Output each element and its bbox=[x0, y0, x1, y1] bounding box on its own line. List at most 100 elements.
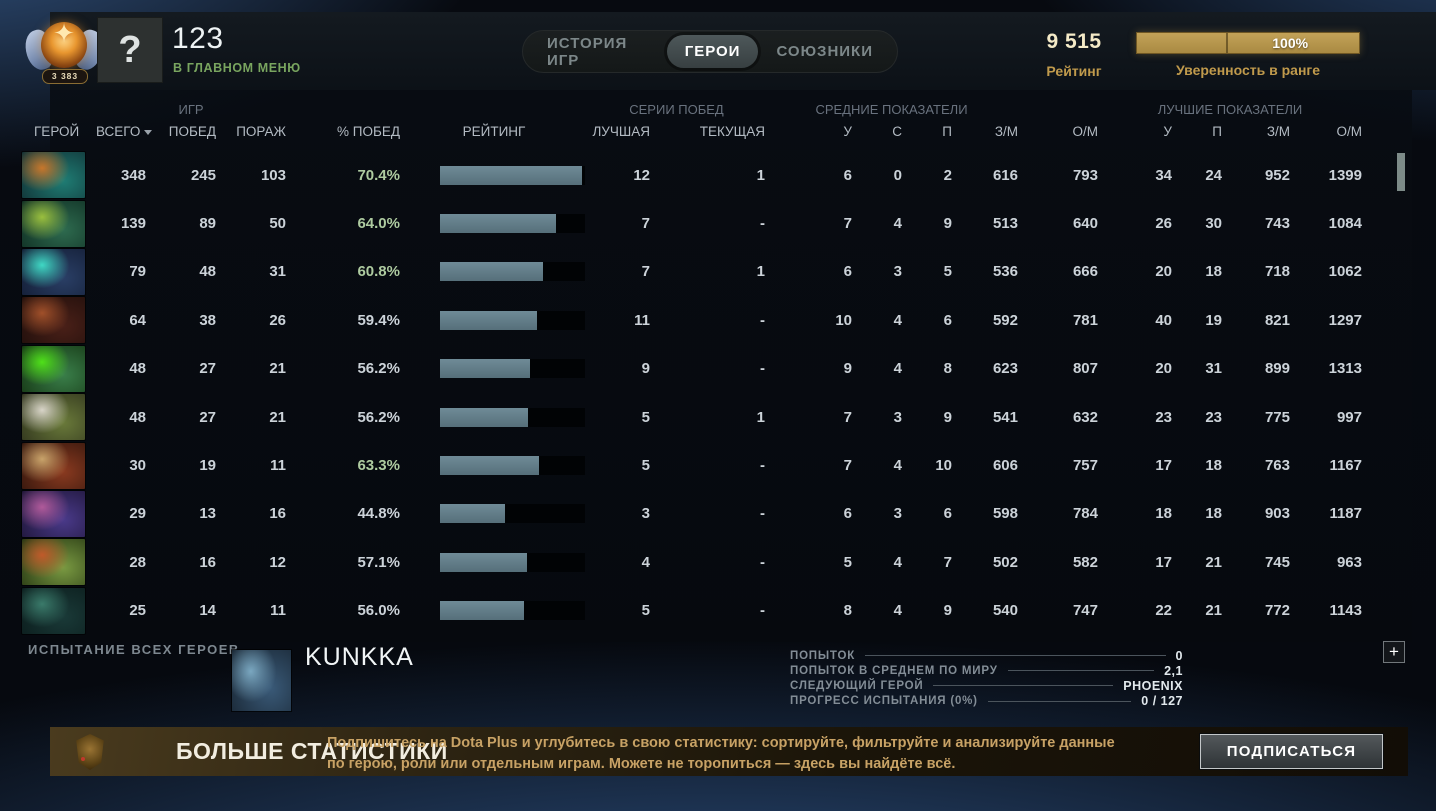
rank-confidence-bar: 100% bbox=[1136, 32, 1360, 54]
col-best-assists[interactable]: П bbox=[1212, 124, 1222, 139]
avg-kills: 7 bbox=[843, 457, 852, 475]
col-avg-gpm[interactable]: З/М bbox=[994, 124, 1018, 139]
rating-bar-fill bbox=[440, 310, 538, 330]
wins: 27 bbox=[199, 408, 216, 426]
best-kills: 20 bbox=[1155, 360, 1172, 378]
hero-row[interactable]: 30 19 11 63.3% 5 - 7 4 10 606 757 17 18 763 1167 bbox=[22, 441, 1362, 489]
hero-row[interactable]: 48 27 21 56.2% 5 1 7 3 9 541 632 23 23 775 997 bbox=[22, 393, 1362, 441]
avg-xpm: 747 bbox=[1072, 602, 1098, 620]
best-kills: 26 bbox=[1155, 215, 1172, 233]
hero-row[interactable]: 25 14 11 56.0% 5 - 8 4 9 540 747 22 21 772 1143 bbox=[22, 587, 1362, 635]
dota-plus-shield-icon bbox=[76, 734, 104, 770]
avg-deaths: 3 bbox=[893, 505, 902, 523]
col-losses[interactable]: ПОРАЖ bbox=[236, 124, 286, 139]
hero-row[interactable]: 48 27 21 56.2% 9-9 4 8 623 807 20 31 899 1313 bbox=[22, 345, 1362, 393]
challenge-stat-line: ПОПЫТОК В СРЕДНЕМ ПО МИРУ 2,1 bbox=[790, 663, 1183, 678]
hero-icon-rubick bbox=[22, 345, 85, 392]
avg-xpm: 781 bbox=[1072, 311, 1098, 329]
col-best-streak[interactable]: ЛУЧШАЯ bbox=[592, 124, 650, 139]
best-assists: 18 bbox=[1205, 505, 1222, 523]
best-streak: 7 bbox=[641, 263, 650, 281]
avg-kills: 6 bbox=[843, 166, 852, 184]
scrollbar-thumb[interactable] bbox=[1397, 153, 1405, 191]
hero-cell bbox=[22, 539, 96, 586]
current-streak: 1 bbox=[756, 408, 765, 426]
hero-row[interactable]: 348 245 103 70.4% 12 1 6 0 2 616 793 34 24 952 1399 bbox=[22, 151, 1362, 199]
hero-row[interactable]: 28 16 12 57.1% 4 - 5 4 7 502 582 17 21 745 963 bbox=[22, 538, 1362, 586]
rank-medal-icon: ✦ 3 383 bbox=[20, 14, 108, 86]
win-percent: 57.1% bbox=[357, 553, 400, 571]
col-avg-kills[interactable]: У bbox=[843, 124, 852, 139]
col-avg-assists[interactable]: П bbox=[942, 124, 952, 139]
hero-rating bbox=[400, 456, 588, 476]
stat-value: PHOENIX bbox=[1123, 678, 1183, 693]
col-current-streak[interactable]: ТЕКУЩАЯ bbox=[699, 124, 765, 139]
tab-match-history[interactable]: ИСТОРИЯ ИГР bbox=[547, 34, 628, 69]
avg-gpm: 592 bbox=[992, 311, 1018, 329]
best-assists: 18 bbox=[1205, 263, 1222, 281]
losses: 31 bbox=[269, 263, 286, 281]
avatar[interactable]: ? bbox=[97, 17, 163, 83]
rating-bar-fill bbox=[440, 214, 556, 234]
best-assists: 21 bbox=[1205, 553, 1222, 571]
hero-icon-sniper bbox=[22, 394, 85, 441]
best-gpm: 745 bbox=[1264, 553, 1290, 571]
best-kills: 17 bbox=[1155, 457, 1172, 475]
col-avg-deaths[interactable]: С bbox=[892, 124, 902, 139]
sort-descending-icon bbox=[144, 129, 153, 135]
current-streak: 1 bbox=[756, 263, 765, 281]
total-games: 79 bbox=[129, 263, 146, 281]
col-best-gpm[interactable]: З/М bbox=[1266, 124, 1290, 139]
wins: 48 bbox=[199, 263, 216, 281]
avg-deaths: 0 bbox=[893, 166, 902, 184]
hero-row[interactable]: 29 13 16 44.8% 3 - 6 3 6 598 784 18 18 903 1187 bbox=[22, 490, 1362, 538]
avg-deaths: 4 bbox=[893, 311, 902, 329]
subscribe-button[interactable]: ПОДПИСАТЬСЯ bbox=[1200, 734, 1383, 769]
avg-gpm: 623 bbox=[992, 360, 1018, 378]
total-games: 48 bbox=[129, 408, 146, 426]
hero-row[interactable]: 139 89 50 64.0% 7 - 7 4 9 513 640 26 30 743 1084 bbox=[22, 199, 1362, 247]
total-games: 30 bbox=[129, 457, 146, 475]
best-assists: 23 bbox=[1205, 408, 1222, 426]
best-gpm: 821 bbox=[1264, 311, 1290, 329]
hero-row[interactable]: 79 48 31 60.8% 7 1 6 3 5 536 666 20 18 718 1062 bbox=[22, 248, 1362, 296]
losses: 50 bbox=[269, 215, 286, 233]
avg-xpm: 793 bbox=[1072, 166, 1098, 184]
hero-cell bbox=[22, 297, 96, 344]
avg-kills: 7 bbox=[843, 215, 852, 233]
win-percent: 60.8% bbox=[357, 263, 400, 281]
hero-row[interactable]: 64 38 26 59.4% 11 - 10 4 6 592 781 40 19 821 1297 bbox=[22, 296, 1362, 344]
avg-xpm: 757 bbox=[1072, 457, 1098, 475]
win-percent: 63.3% bbox=[357, 457, 400, 475]
win-percent: 64.0% bbox=[357, 215, 400, 233]
col-hero[interactable]: ГЕРОЙ bbox=[34, 124, 80, 139]
current-streak: - bbox=[760, 311, 765, 329]
tab-heroes[interactable]: ГЕРОИ bbox=[666, 35, 759, 68]
challenge-label: ИСПЫТАНИЕ ВСЕХ ГЕРОЕВ bbox=[28, 642, 240, 657]
promo-text: Подпишитесь на Dota Plus и углубитесь в … bbox=[327, 735, 1115, 773]
avg-kills: 8 bbox=[843, 602, 852, 620]
rating-bar-track bbox=[440, 359, 585, 379]
hero-icon-kunkka bbox=[232, 650, 291, 711]
col-best-xpm[interactable]: О/М bbox=[1336, 124, 1363, 139]
best-xpm: 1143 bbox=[1329, 602, 1362, 620]
col-avg-xpm[interactable]: О/М bbox=[1072, 124, 1099, 139]
col-total-sort[interactable]: ВСЕГО bbox=[96, 124, 153, 139]
win-percent: 70.4% bbox=[357, 166, 400, 184]
hero-cell bbox=[22, 345, 96, 392]
best-xpm: 1167 bbox=[1329, 457, 1362, 475]
tab-allies[interactable]: СОЮЗНИКИ bbox=[776, 43, 873, 60]
col-rating[interactable]: РЕЙТИНГ bbox=[462, 124, 526, 139]
col-best-kills[interactable]: У bbox=[1163, 124, 1172, 139]
table-group-header: ИГР СЕРИИ ПОБЕД СРЕДНИЕ ПОКАЗАТЕЛИ ЛУЧШИ… bbox=[22, 102, 1362, 117]
challenge-stats: ПОПЫТОК 0 ПОПЫТОК В СРЕДНЕМ ПО МИРУ 2,1 СЛЕД… bbox=[790, 648, 1183, 709]
col-wins[interactable]: ПОБЕД bbox=[168, 124, 216, 139]
avg-kills: 5 bbox=[843, 553, 852, 571]
col-win-pct[interactable]: % ПОБЕД bbox=[337, 124, 400, 139]
add-button[interactable]: + bbox=[1383, 641, 1405, 663]
challenge-stat-line: ПРОГРЕСС ИСПЫТАНИЯ (0%) 0 / 127 bbox=[790, 694, 1183, 709]
avg-assists: 2 bbox=[943, 166, 952, 184]
losses: 26 bbox=[269, 311, 286, 329]
avg-xpm: 807 bbox=[1072, 360, 1098, 378]
